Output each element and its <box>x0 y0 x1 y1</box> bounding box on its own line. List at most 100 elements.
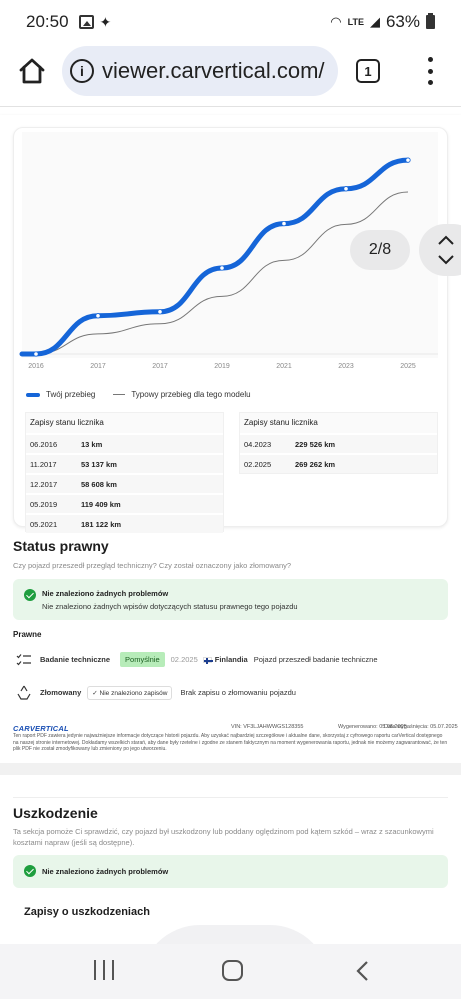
odometer-value: 119 409 km <box>81 499 121 509</box>
recent-apps-icon[interactable] <box>94 960 114 980</box>
back-icon[interactable] <box>354 960 370 982</box>
data-point-yours <box>405 157 411 163</box>
x-tick-label: 2017 <box>90 363 106 370</box>
odometer-date: 05.2019 <box>30 499 58 509</box>
report-page-2: Uszkodzenie Ta sekcja pomoże Ci sprawdzi… <box>0 775 461 985</box>
odometer-table-right: Zapisy stanu licznika 04.2023 229 526 km 0… <box>239 412 438 474</box>
odometer-row: 12.2017 58 608 km <box>26 474 223 493</box>
scrapped-row: Złomowany ✓ Nie znaleziono zapisów Brak … <box>16 685 296 700</box>
page-divider <box>13 797 448 798</box>
legend-label-typical: Typowy przebieg dla tego modelu <box>131 390 251 399</box>
scroll-handle[interactable] <box>419 224 461 276</box>
scrapped-label: Złomowany <box>40 688 82 697</box>
damage-records-title: Zapisy o uszkodzeniach <box>24 906 150 918</box>
scroll-arrows-icon <box>438 235 454 265</box>
odometer-row: 02.2025 269 262 km <box>240 454 437 473</box>
url-text[interactable]: viewer.carvertical.com/ <box>102 58 325 83</box>
data-point-yours <box>33 351 39 357</box>
legal-ok-subtitle: Nie znaleziono żadnych wpisów dotyczącyc… <box>42 602 298 611</box>
x-tick-label: 2021 <box>276 363 292 370</box>
odometer-table-left: Zapisy stanu licznika 06.2016 13 km 11.201… <box>25 412 224 533</box>
inspection-row: Badanie techniczne Pomyślnie 02.2025 Fin… <box>16 652 378 667</box>
signal-icon: ◢ <box>369 14 380 29</box>
series-line-typical <box>35 191 409 355</box>
duck-notification-icon: ✦ <box>99 13 112 30</box>
status-bar: 20:50 ✦ ◠ LTE ◢ 63% <box>0 0 461 44</box>
odometer-value: 229 526 km <box>295 439 336 449</box>
legal-status-title: Status prawny <box>13 538 109 554</box>
x-tick-label: 2017 <box>152 363 168 370</box>
legal-section-label: Prawne <box>13 630 42 639</box>
damage-ok-title: Nie znaleziono żadnych problemów <box>42 867 169 876</box>
odometer-date: 06.2016 <box>30 439 58 449</box>
footer-expires: Data wygaśnięcia: 05.07.2025 <box>384 724 458 730</box>
mileage-card: 2016 2017 2017 2019 2021 2023 2025 Twój przebi… <box>13 127 448 533</box>
inspection-label: Badanie techniczne <box>40 655 111 664</box>
network-label: LTE <box>347 17 364 27</box>
x-tick-label: 2016 <box>28 363 44 370</box>
odometer-value: 13 km <box>81 439 103 449</box>
data-point-yours <box>281 220 287 227</box>
odometer-date: 04.2023 <box>244 439 272 449</box>
footer-vin: VIN: VF3LJAHWWGS128355 <box>231 724 304 730</box>
more-menu-icon[interactable] <box>424 57 436 85</box>
data-point-yours <box>343 186 349 192</box>
odometer-value: 181 122 km <box>81 519 122 529</box>
odometer-date: 02.2025 <box>244 459 272 469</box>
gallery-notification-icon <box>78 15 94 29</box>
inspection-date: 02.2025 <box>170 655 198 664</box>
toolbar-divider <box>0 106 461 107</box>
x-tick-label: 2025 <box>400 363 416 370</box>
damage-ok-box: Nie znaleziono żadnych problemów <box>13 855 448 888</box>
x-tick-label: 2019 <box>214 363 230 370</box>
address-bar[interactable]: i viewer.carvertical.com/ <box>62 46 338 96</box>
chart-legend: Twój przebieg Typowy przebieg dla tego m… <box>26 390 251 399</box>
odometer-value: 269 262 km <box>295 459 336 469</box>
data-point-yours <box>157 309 163 315</box>
legend-swatch-typical <box>113 394 126 395</box>
odometer-table-title: Zapisy stanu licznika <box>26 413 223 433</box>
odometer-table-title: Zapisy stanu licznika <box>240 413 437 433</box>
page-indicator: 2/8 <box>350 230 410 270</box>
inspection-note: Pojazd przeszedł badanie techniczne <box>253 655 378 664</box>
report-page: 2016 2017 2017 2019 2021 2023 2025 Twój przebi… <box>0 115 461 763</box>
odometer-row: 06.2016 13 km <box>26 434 223 453</box>
odometer-row: 11.2017 53 137 km <box>26 454 223 473</box>
footer-disclaimer: Ten raport PDF zawiera jedynie najważnie… <box>13 733 448 752</box>
damage-subtitle: Ta sekcja pomoże Ci sprawdzić, czy pojaz… <box>13 827 434 847</box>
page-separator <box>0 763 461 775</box>
battery-percent: 63% <box>385 12 420 31</box>
odometer-row: 05.2019 119 409 km <box>26 494 223 513</box>
footer-generated: Wygenerowano: 05.06.2025 <box>338 724 407 730</box>
check-icon <box>24 589 36 601</box>
odometer-date: 12.2017 <box>30 479 58 489</box>
browser-toolbar: i viewer.carvertical.com/ 1 <box>0 44 461 100</box>
scrapped-status-badge: ✓ Nie znaleziono zapisów <box>87 685 173 700</box>
site-info-icon[interactable]: i <box>70 59 94 83</box>
x-tick-label: 2023 <box>338 363 354 370</box>
data-point-yours <box>219 265 225 271</box>
home-icon[interactable] <box>18 56 46 86</box>
odometer-date: 11.2017 <box>30 459 57 469</box>
home-nav-icon[interactable] <box>222 960 243 981</box>
battery-icon <box>426 13 435 29</box>
odometer-value: 53 137 km <box>81 459 117 469</box>
scrapped-note: Brak zapisu o złomowaniu pojazdu <box>180 688 296 697</box>
tab-switcher-button[interactable]: 1 <box>356 59 380 83</box>
finland-flag-icon <box>202 656 213 664</box>
status-time: 20:50 <box>26 12 69 31</box>
damage-title: Uszkodzenie <box>13 805 98 821</box>
checklist-icon <box>16 653 31 665</box>
system-nav-bar <box>0 944 461 999</box>
odometer-date: 05.2021 <box>30 519 58 529</box>
wifi-icon: ◠ <box>330 14 342 29</box>
recycle-icon <box>17 685 31 700</box>
scrapped-status-text: Nie znaleziono zapisów <box>99 689 168 697</box>
odometer-value: 58 608 km <box>81 479 117 489</box>
odometer-row: 05.2021 181 122 km <box>26 514 223 533</box>
inspection-country: Finlandia <box>214 655 248 664</box>
carvertical-logo: CARVERTICAL <box>13 724 69 733</box>
data-point-yours <box>95 313 101 319</box>
legal-ok-title: Nie znaleziono żadnych problemów <box>42 589 169 598</box>
legal-status-subtitle: Czy pojazd przeszedł przegląd techniczny… <box>13 561 292 570</box>
